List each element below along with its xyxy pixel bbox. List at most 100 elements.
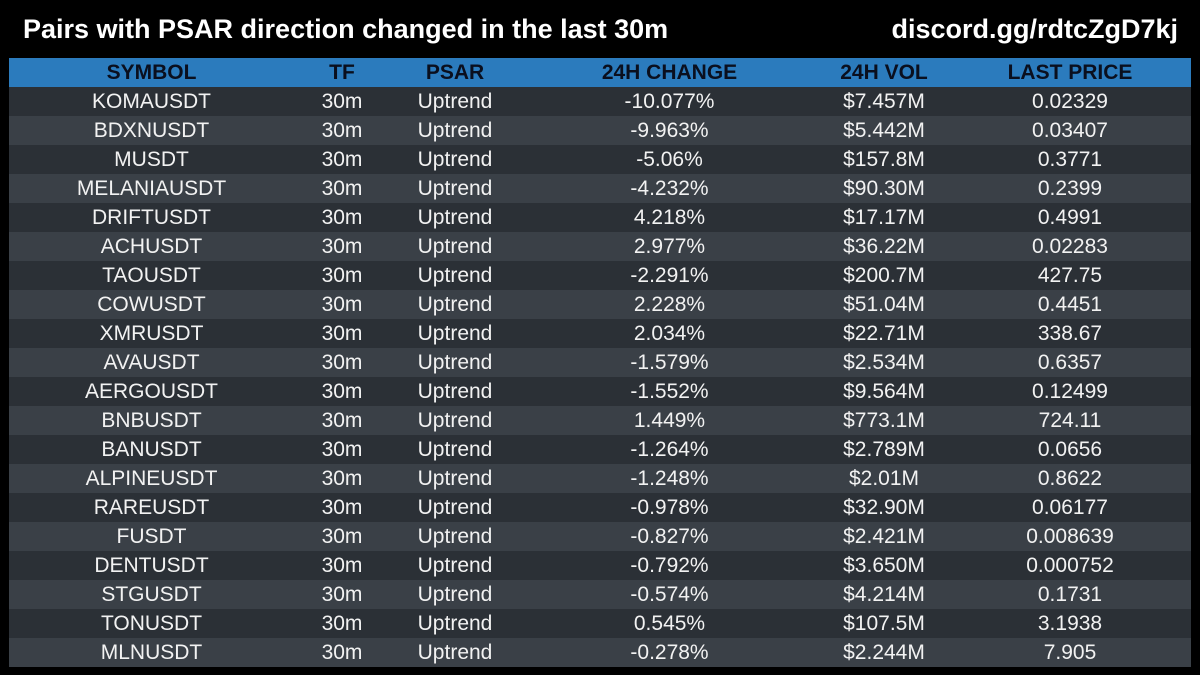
table-row[interactable]: MLNUSDT 30m Uptrend -0.278% $2.244M 7.905 (9, 638, 1191, 667)
price-cell: 0.0656 (1037, 438, 1103, 461)
table-row[interactable]: KOMAUSDT 30m Uptrend -10.077% $7.457M 0.02329 (9, 87, 1191, 116)
table-row[interactable]: AERGOUSDT 30m Uptrend -1.552% $9.564M 0.12499 (9, 377, 1191, 406)
table-row[interactable]: BDXNUSDT 30m Uptrend -9.963% $5.442M 0.03407 (9, 116, 1191, 145)
psar-cell: Uptrend (417, 206, 493, 229)
symbol-cell: MELANIAUSDT (76, 177, 227, 200)
table-row[interactable]: MUSDT 30m Uptrend -5.06% $157.8M 0.3771 (9, 145, 1191, 174)
change-cell: 1.449% (633, 409, 706, 432)
column-header-psar[interactable]: PSAR (425, 61, 485, 84)
table-row[interactable]: DENTUSDT 30m Uptrend -0.792% $3.650M 0.000752 (9, 551, 1191, 580)
table-row[interactable]: XMRUSDT 30m Uptrend 2.034% $22.71M 338.67 (9, 319, 1191, 348)
table-row[interactable]: AVAUSDT 30m Uptrend -1.579% $2.534M 0.6357 (9, 348, 1191, 377)
change-cell: -0.278% (630, 641, 709, 664)
table-row[interactable]: BNBUSDT 30m Uptrend 1.449% $773.1M 724.11 (9, 406, 1191, 435)
tf-cell: 30m (321, 206, 363, 229)
volume-cell: $9.564M (843, 380, 925, 403)
table-row[interactable]: STGUSDT 30m Uptrend -0.574% $4.214M 0.1731 (9, 580, 1191, 609)
price-cell: 0.008639 (1026, 525, 1114, 548)
change-cell: 2.977% (633, 235, 706, 258)
psar-cell: Uptrend (417, 641, 493, 664)
price-cell: 0.4451 (1037, 293, 1103, 316)
tf-cell: 30m (321, 409, 363, 432)
price-cell: 0.000752 (1026, 554, 1114, 577)
symbol-cell: TAOUSDT (102, 264, 201, 287)
column-header-last-price[interactable]: LAST PRICE (1007, 61, 1133, 84)
page-title: Pairs with PSAR direction changed in the… (23, 13, 669, 44)
tf-cell: 30m (321, 583, 363, 606)
change-cell: -10.077% (624, 90, 715, 113)
tf-cell: 30m (321, 380, 363, 403)
psar-cell: Uptrend (417, 322, 493, 345)
discord-link[interactable]: discord.gg/rdtcZgD7kj (891, 13, 1178, 44)
table-row[interactable]: ALPINEUSDT 30m Uptrend -1.248% $2.01M 0.8622 (9, 464, 1191, 493)
symbol-cell: DENTUSDT (94, 554, 209, 577)
table-row[interactable]: MELANIAUSDT 30m Uptrend -4.232% $90.30M 0.239… (9, 174, 1191, 203)
tf-cell: 30m (321, 612, 363, 635)
psar-cell: Uptrend (417, 148, 493, 171)
change-cell: -4.232% (630, 177, 709, 200)
psar-cell: Uptrend (417, 583, 493, 606)
symbol-cell: MUSDT (114, 148, 189, 171)
tf-cell: 30m (321, 322, 363, 345)
psar-cell: Uptrend (417, 554, 493, 577)
tf-cell: 30m (321, 293, 363, 316)
table-row[interactable]: ACHUSDT 30m Uptrend 2.977% $36.22M 0.02283 (9, 232, 1191, 261)
table-row[interactable]: TONUSDT 30m Uptrend 0.545% $107.5M 3.1938 (9, 609, 1191, 638)
symbol-cell: ALPINEUSDT (85, 467, 218, 490)
tf-cell: 30m (321, 496, 363, 519)
table-row[interactable]: DRIFTUSDT 30m Uptrend 4.218% $17.17M 0.4991 (9, 203, 1191, 232)
symbol-cell: STGUSDT (101, 583, 202, 606)
symbol-cell: RAREUSDT (93, 496, 210, 519)
symbol-cell: ACHUSDT (100, 235, 203, 258)
change-cell: -1.248% (630, 467, 709, 490)
price-cell: 7.905 (1043, 641, 1097, 664)
symbol-cell: AERGOUSDT (84, 380, 218, 403)
price-cell: 0.3771 (1037, 148, 1103, 171)
tf-cell: 30m (321, 90, 363, 113)
tf-cell: 30m (321, 467, 363, 490)
table-row[interactable]: BANUSDT 30m Uptrend -1.264% $2.789M 0.0656 (9, 435, 1191, 464)
price-cell: 0.4991 (1037, 206, 1103, 229)
change-cell: -5.06% (636, 148, 703, 171)
price-cell: 0.6357 (1037, 351, 1103, 374)
tf-cell: 30m (321, 438, 363, 461)
table-row[interactable]: TAOUSDT 30m Uptrend -2.291% $200.7M 427.75 (9, 261, 1191, 290)
volume-cell: $32.90M (843, 496, 925, 519)
tf-cell: 30m (321, 119, 363, 142)
tf-cell: 30m (321, 235, 363, 258)
price-cell: 0.2399 (1037, 177, 1103, 200)
psar-cell: Uptrend (417, 467, 493, 490)
change-cell: -1.264% (630, 438, 709, 461)
table-row[interactable]: FUSDT 30m Uptrend -0.827% $2.421M 0.008639 (9, 522, 1191, 551)
tf-cell: 30m (321, 554, 363, 577)
psar-cell: Uptrend (417, 293, 493, 316)
column-header-symbol[interactable]: SYMBOL (106, 61, 197, 84)
price-cell: 0.06177 (1032, 496, 1108, 519)
change-cell: 2.034% (633, 322, 706, 345)
table-row[interactable]: RAREUSDT 30m Uptrend -0.978% $32.90M 0.06177 (9, 493, 1191, 522)
tf-cell: 30m (321, 264, 363, 287)
price-cell: 0.8622 (1037, 467, 1103, 490)
psar-cell: Uptrend (417, 409, 493, 432)
symbol-cell: BNBUSDT (101, 409, 202, 432)
symbol-cell: KOMAUSDT (91, 90, 211, 113)
volume-cell: $22.71M (843, 322, 925, 345)
price-cell: 0.1731 (1037, 583, 1103, 606)
table-row[interactable]: COWUSDT 30m Uptrend 2.228% $51.04M 0.4451 (9, 290, 1191, 319)
symbol-cell: BDXNUSDT (93, 119, 210, 142)
volume-cell: $7.457M (843, 90, 925, 113)
volume-cell: $2.789M (843, 438, 925, 461)
psar-cell: Uptrend (417, 177, 493, 200)
column-header-tf[interactable]: TF (329, 61, 355, 84)
symbol-cell: XMRUSDT (99, 322, 204, 345)
column-header-24h-vol[interactable]: 24H VOL (840, 61, 928, 84)
header-bar: Pairs with PSAR direction changed in the… (0, 0, 1200, 58)
price-cell: 0.02283 (1032, 235, 1108, 258)
psar-cell: Uptrend (417, 351, 493, 374)
volume-cell: $90.30M (843, 177, 925, 200)
column-header-24h-change[interactable]: 24H CHANGE (601, 61, 738, 84)
volume-cell: $773.1M (843, 409, 925, 432)
change-cell: -9.963% (630, 119, 709, 142)
tf-cell: 30m (321, 148, 363, 171)
change-cell: -2.291% (630, 264, 709, 287)
